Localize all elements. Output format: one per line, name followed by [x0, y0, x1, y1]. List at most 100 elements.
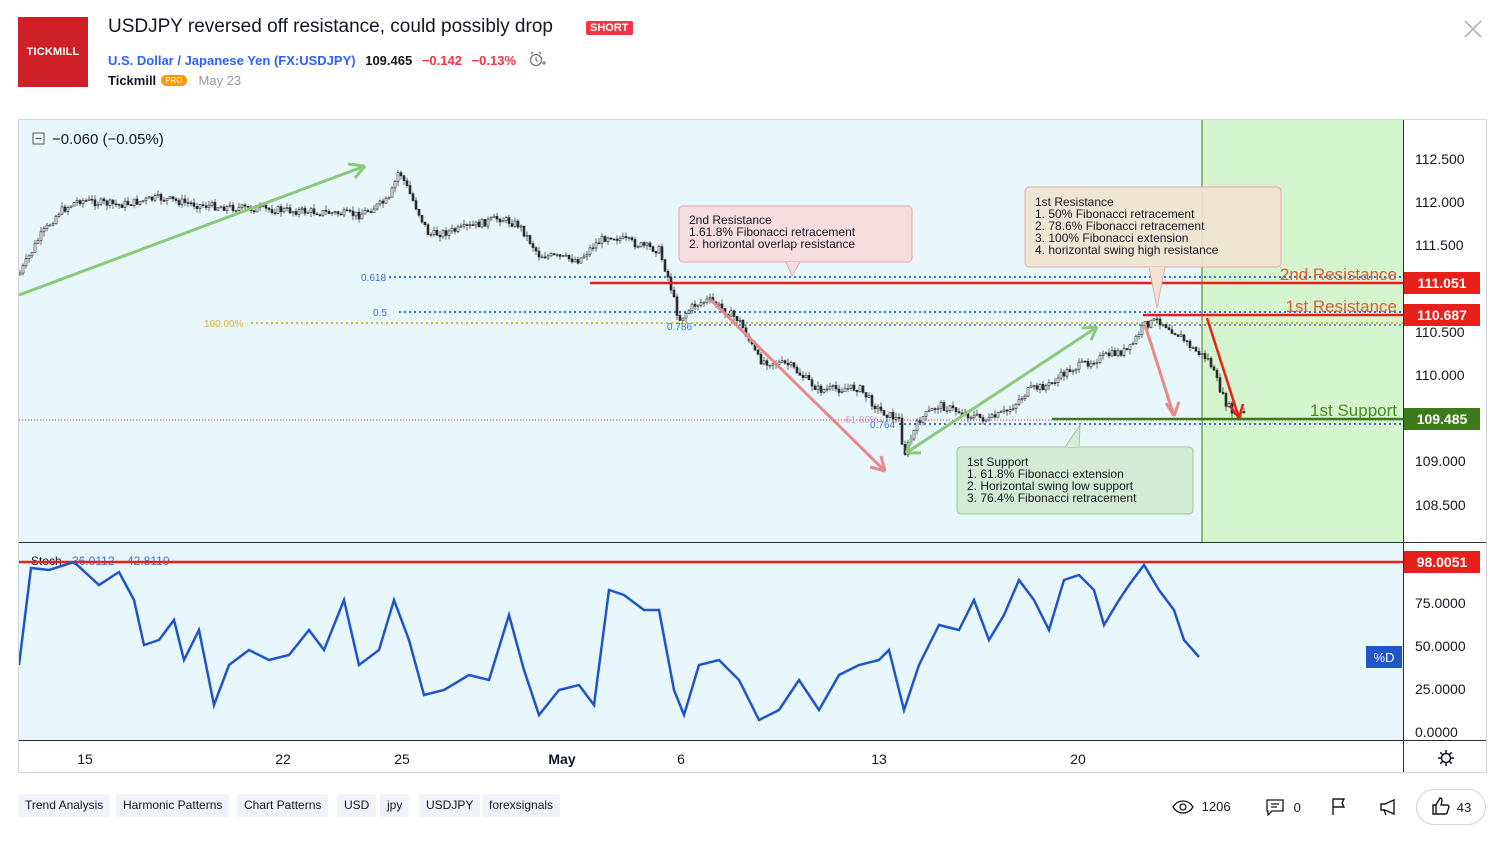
candle-body: [660, 246, 664, 260]
candle-body: [141, 200, 145, 203]
candle-body: [1092, 362, 1096, 365]
chart-canvas[interactable]: −0.060 (−0.05%) 0.618 0.5 100.00% 0.786 …: [19, 120, 1486, 772]
candle-body: [486, 218, 490, 227]
fib-764-label: 0.764: [870, 420, 895, 431]
candle-body: [585, 254, 589, 257]
candle-body: [819, 385, 823, 393]
candle-body: [378, 200, 382, 205]
candle-body: [930, 408, 934, 411]
tickmill-logo[interactable]: TICKMILL: [18, 17, 88, 87]
candle-body: [231, 204, 235, 212]
candle-body: [888, 412, 892, 418]
gear-icon[interactable]: [1438, 750, 1454, 766]
price-tick: 109.000: [1415, 453, 1466, 469]
candle-body: [39, 231, 43, 241]
price-tick: 110.000: [1415, 367, 1465, 383]
candle-body: [642, 242, 646, 246]
symbol-ticker-link[interactable]: (FX:USDJPY): [273, 53, 356, 68]
callout-first-resistance[interactable]: 1st Resistance 1. 50% Fibonacci retracem…: [1024, 186, 1282, 309]
tag-chip[interactable]: USD: [337, 794, 377, 817]
chart-container[interactable]: −0.060 (−0.05%) 0.618 0.5 100.00% 0.786 …: [18, 119, 1487, 773]
candle-body: [348, 209, 352, 212]
candle-body: [474, 221, 478, 226]
legend-toggle-icon[interactable]: [32, 132, 45, 145]
candle-body: [981, 417, 985, 422]
candle-body: [90, 198, 94, 201]
price-tick: 112.000: [1415, 194, 1465, 210]
candle-body: [630, 237, 634, 240]
candle-body: [1041, 384, 1045, 391]
comments-button[interactable]: 0: [1266, 799, 1301, 819]
candle-body: [765, 360, 769, 366]
candle-body: [153, 195, 157, 201]
candle-body: [21, 265, 25, 274]
candle-body: [516, 220, 520, 228]
candle-body: [1026, 387, 1030, 397]
candle-body: [462, 224, 466, 227]
candle-body: [183, 198, 187, 203]
candle-body: [405, 180, 409, 186]
candle-body: [1014, 403, 1018, 409]
candle-body: [624, 236, 628, 239]
tag-chip[interactable]: jpy: [380, 794, 410, 817]
candle-body: [447, 230, 451, 236]
candle-body: [1050, 382, 1054, 384]
candle-body: [441, 230, 445, 238]
symbol-name-link[interactable]: U.S. Dollar / Japanese Yen: [108, 53, 271, 68]
callout-second-resistance[interactable]: 2nd Resistance 1.61.8% Fibonacci retrace…: [678, 205, 913, 278]
callout-first-support[interactable]: 1st Support 1. 61.8% Fibonacci extension…: [956, 423, 1194, 515]
time-tick: 6: [677, 751, 685, 767]
candle-body: [1086, 361, 1090, 367]
candle-body: [876, 406, 880, 410]
candle-body: [567, 254, 571, 260]
short-badge: SHORT: [586, 21, 633, 35]
candle-body: [111, 199, 115, 205]
candle-body: [1146, 321, 1150, 328]
fib-100-label: 100.00%: [204, 319, 244, 330]
tag-chip[interactable]: Harmonic Patterns: [116, 794, 230, 817]
flag-icon[interactable]: [1331, 798, 1347, 821]
callout-r1-line: 1. 50% Fibonacci retracement: [1035, 207, 1195, 221]
candle-body: [1113, 350, 1117, 356]
candle-body: [759, 353, 763, 365]
tag-chip[interactable]: Chart Patterns: [237, 794, 329, 817]
candle-body: [1194, 347, 1198, 352]
tag-chip[interactable]: USDJPY: [419, 794, 481, 817]
candle-body: [501, 220, 505, 223]
candle-body: [78, 200, 82, 205]
close-icon[interactable]: [1462, 18, 1484, 43]
candle-body: [687, 310, 691, 314]
candle-body: [216, 207, 220, 211]
candle-body: [1077, 361, 1081, 370]
candle-body: [207, 205, 211, 208]
candle-body: [1068, 369, 1072, 373]
megaphone-icon[interactable]: [1379, 798, 1399, 821]
candle-body: [126, 200, 130, 206]
author-name[interactable]: Tickmill: [108, 73, 157, 88]
candle-body: [1020, 398, 1024, 401]
tag-chip[interactable]: Trend Analysis: [18, 794, 111, 817]
candle-body: [849, 384, 853, 389]
candle-body: [879, 406, 883, 411]
candle-body: [924, 411, 928, 418]
candle-body: [222, 206, 226, 211]
candle-body: [19, 272, 22, 276]
candle-body: [234, 210, 238, 212]
candle-body: [1221, 391, 1225, 394]
alarm-clock-icon[interactable]: [528, 50, 546, 71]
candle-body: [351, 210, 355, 217]
candle-body: [117, 203, 121, 206]
candle-body: [699, 302, 703, 306]
candle-body: [621, 236, 625, 239]
candle-body: [372, 208, 376, 213]
tag-chip[interactable]: forexsignals: [482, 794, 561, 817]
like-button[interactable]: 43: [1416, 789, 1486, 825]
candle-body: [129, 204, 133, 207]
candle-body: [327, 210, 331, 214]
candle-body: [483, 218, 487, 227]
candle-body: [588, 247, 592, 255]
candle-body: [645, 242, 649, 246]
candle-body: [543, 256, 547, 259]
candle-body: [1002, 409, 1006, 412]
candle-body: [366, 210, 370, 212]
